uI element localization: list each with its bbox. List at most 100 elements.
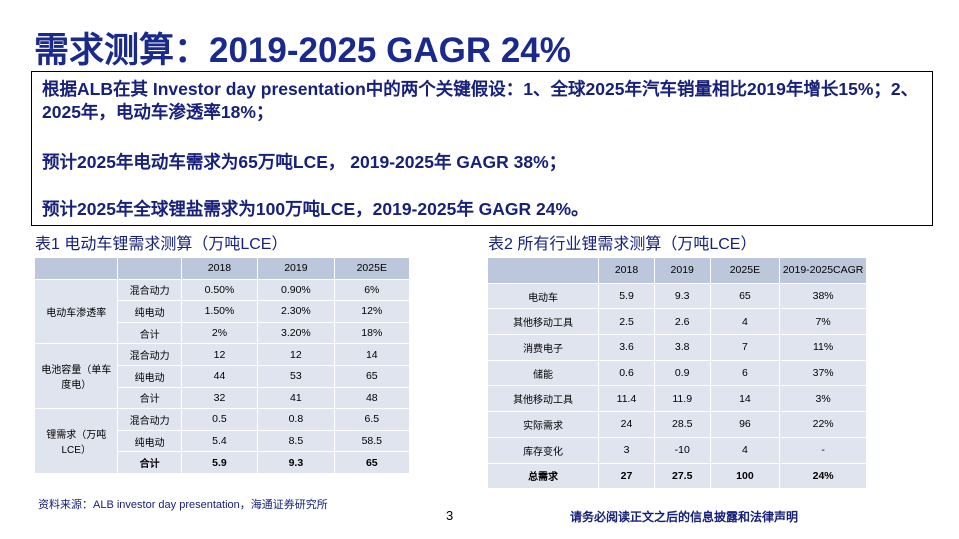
table-cell: 27 xyxy=(599,463,654,489)
table-cell: 3.6 xyxy=(599,335,654,360)
table-cell: 12% xyxy=(334,301,409,322)
table-cell: 37% xyxy=(780,360,866,386)
table-cell: - xyxy=(780,437,866,463)
row-label: 库存变化 xyxy=(488,437,599,463)
table-cell: 6 xyxy=(710,360,780,386)
table-row: 合计 2% 3.20% 18% xyxy=(35,322,409,344)
table-cell: 4 xyxy=(710,309,780,335)
summary-line-1: 根据ALB在其 Investor day presentation中的两个关键假… xyxy=(42,79,919,122)
row-label: 电动车 xyxy=(488,283,599,309)
table-cell: 96 xyxy=(710,412,780,437)
table-cell: 12 xyxy=(181,344,258,365)
table-cell: 0.90% xyxy=(258,279,334,301)
table-cell: 0.6 xyxy=(599,360,654,386)
table-cell: 6.5 xyxy=(334,409,409,430)
row-label: 实际需求 xyxy=(488,412,599,437)
row-label: 纯电动 xyxy=(118,301,181,322)
table-cell: 0.9 xyxy=(654,360,710,386)
table-cell: 2.5 xyxy=(599,309,654,335)
row-label: 其他移动工具 xyxy=(488,386,599,412)
table-cell: 48 xyxy=(334,387,409,409)
table-cell: 12 xyxy=(258,344,334,365)
page-number: 3 xyxy=(446,508,454,523)
table-cell: 24% xyxy=(780,463,866,489)
table-cell: 8.5 xyxy=(258,430,334,452)
table-cell: 32 xyxy=(181,387,258,409)
table-row: 纯电动 44 53 65 xyxy=(35,365,409,387)
table-row: 实际需求 24 28.5 96 22% xyxy=(488,412,866,437)
disclaimer: 请务必阅读正文之后的信息披露和法律声明 xyxy=(570,510,799,524)
header-cell: 2018 xyxy=(599,258,654,283)
table-cell: 3% xyxy=(780,386,866,412)
table-row: 电动车 5.9 9.3 65 38% xyxy=(488,283,866,309)
header-cell xyxy=(488,258,599,283)
table-row: 纯电动 5.4 8.5 58.5 xyxy=(35,430,409,452)
table-cell: 7% xyxy=(780,309,866,335)
ev-demand-table: 2018 2019 2025E 电动车渗透率 混合动力 0.50% 0.90% … xyxy=(34,257,410,474)
row-label: 消费电子 xyxy=(488,335,599,360)
table-cell: 18% xyxy=(334,322,409,344)
table-cell: 24 xyxy=(599,412,654,437)
all-industry-demand-table: 2018 2019 2025E 2019-2025CAGR 电动车 5.9 9.… xyxy=(487,257,867,489)
table-cell: 3.20% xyxy=(258,322,334,344)
table-cell: 38% xyxy=(780,283,866,309)
table-cell: 53 xyxy=(258,365,334,387)
table-row: 纯电动 1.50% 2.30% 12% xyxy=(35,301,409,322)
header-cell xyxy=(118,258,181,279)
table-row: 库存变化 3 -10 4 - xyxy=(488,437,866,463)
table-cell: 27.5 xyxy=(654,463,710,489)
table-row: 合计 32 41 48 xyxy=(35,387,409,409)
header-cell xyxy=(35,258,118,279)
table-cell: 41 xyxy=(258,387,334,409)
source-note: 资料来源：ALB investor day presentation，海通证券研… xyxy=(38,499,328,511)
table-row: 锂需求（万吨LCE） 混合动力 0.5 0.8 6.5 xyxy=(35,409,409,473)
summary-line-2: 预计2025年电动车需求为65万吨LCE， 2019-2025年 GAGR 38… xyxy=(42,152,567,172)
table-cell: 5.9 xyxy=(599,283,654,309)
table-cell: 7 xyxy=(710,335,780,360)
table-cell: 2.30% xyxy=(258,301,334,322)
row-label: 其他移动工具 xyxy=(488,309,599,335)
table-cell: 100 xyxy=(710,463,780,489)
header-cell: 2019-2025CAGR xyxy=(780,258,866,283)
summary-line-3: 预计2025年全球锂盐需求为100万吨LCE，2019-2025年 GAGR 2… xyxy=(42,199,589,219)
page-title: 需求测算：2019-2025 GAGR 24% xyxy=(34,31,571,70)
table-row: 消费电子 3.6 3.8 7 11% xyxy=(488,335,866,360)
table-cell: 2% xyxy=(181,322,258,344)
row-label: 混合动力 xyxy=(118,409,181,430)
table-cell: -10 xyxy=(654,437,710,463)
group-label: 锂需求（万吨LCE） xyxy=(35,409,118,473)
table-cell: 28.5 xyxy=(654,412,710,437)
table2-caption: 表2 所有行业锂需求测算（万吨LCE） xyxy=(488,236,757,253)
header-cell: 2025E xyxy=(710,258,780,283)
summary-box: 根据ALB在其 Investor day presentation中的两个关键假… xyxy=(31,71,933,226)
table-row: 电动车渗透率 混合动力 0.50% 0.90% 6% xyxy=(35,279,409,344)
row-label: 混合动力 xyxy=(118,344,181,365)
table-cell: 14 xyxy=(334,344,409,365)
table-cell: 5.9 xyxy=(181,452,258,473)
table-header-row: 2018 2019 2025E xyxy=(35,258,409,279)
header-cell: 2018 xyxy=(181,258,258,279)
table1-caption: 表1 电动车锂需求测算（万吨LCE） xyxy=(35,236,288,253)
table-cell: 11% xyxy=(780,335,866,360)
table-total-row: 总需求 27 27.5 100 24% xyxy=(488,463,866,489)
table-cell: 6% xyxy=(334,279,409,301)
table-cell: 44 xyxy=(181,365,258,387)
table-cell: 3.8 xyxy=(654,335,710,360)
row-label: 储能 xyxy=(488,360,599,386)
table-cell: 65 xyxy=(334,452,409,473)
table-cell: 4 xyxy=(710,437,780,463)
table-cell: 0.8 xyxy=(258,409,334,430)
table-row: 其他移动工具 2.5 2.6 4 7% xyxy=(488,309,866,335)
table-header-row: 2018 2019 2025E 2019-2025CAGR xyxy=(488,258,866,283)
table-cell: 3 xyxy=(599,437,654,463)
row-label: 混合动力 xyxy=(118,279,181,301)
group-label: 电动车渗透率 xyxy=(35,279,118,344)
row-label: 纯电动 xyxy=(118,430,181,452)
table-cell: 22% xyxy=(780,412,866,437)
table-cell: 58.5 xyxy=(334,430,409,452)
header-cell: 2019 xyxy=(654,258,710,283)
header-cell: 2025E xyxy=(334,258,409,279)
row-label: 合计 xyxy=(118,387,181,409)
table-cell: 0.50% xyxy=(181,279,258,301)
group-label: 电池容量（单车度电） xyxy=(35,344,118,409)
